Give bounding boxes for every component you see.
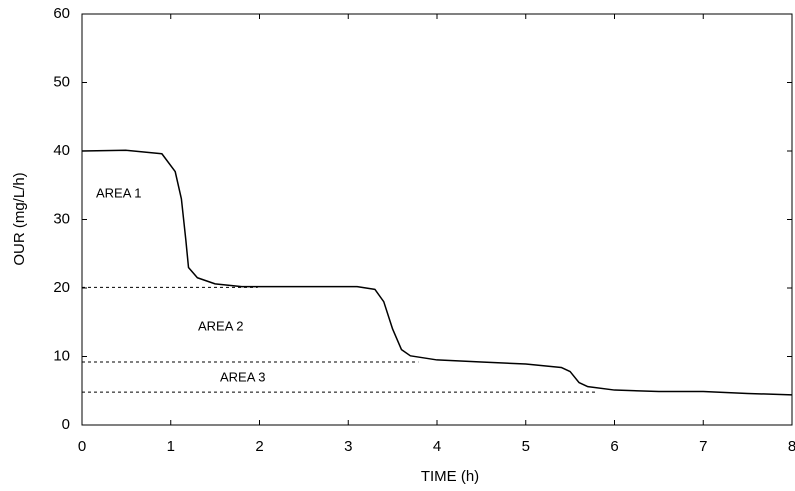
x-tick-label: 1 <box>167 438 175 455</box>
plot-frame <box>81 13 793 426</box>
annotation: AREA 2 <box>198 318 244 333</box>
x-tick-label: 4 <box>433 438 441 455</box>
y-tick-label: 0 <box>62 416 70 433</box>
x-tick-label: 6 <box>610 438 618 455</box>
x-tick-label: 5 <box>522 438 530 455</box>
x-tick-label: 3 <box>344 438 352 455</box>
x-tick-label: 2 <box>255 438 263 455</box>
x-axis-label: TIME (h) <box>421 468 479 485</box>
annotation: AREA 3 <box>220 369 266 384</box>
y-axis-label: OUR (mg/L/h) <box>11 172 28 265</box>
data-line <box>81 149 793 396</box>
y-tick-label: 10 <box>53 347 70 364</box>
annotation: AREA 1 <box>96 185 142 200</box>
y-tick-label: 60 <box>53 5 70 22</box>
x-tick-label: 7 <box>699 438 707 455</box>
x-tick-label: 0 <box>78 438 86 455</box>
y-tick-label: 50 <box>53 73 70 90</box>
y-tick-label: 40 <box>53 142 70 159</box>
y-tick-label: 20 <box>53 279 70 296</box>
x-tick-label: 8 <box>788 438 795 455</box>
y-tick-label: 30 <box>53 210 70 227</box>
